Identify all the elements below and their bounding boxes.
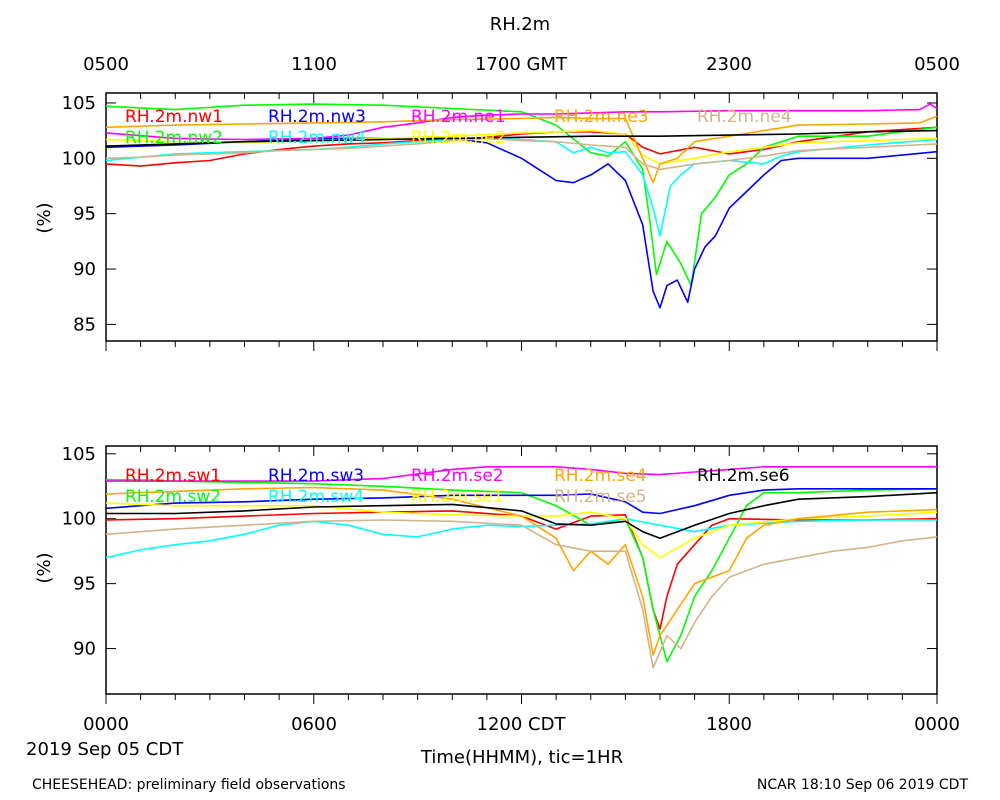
- top-axis-label-3: 2300: [706, 54, 752, 75]
- top-ytick-label-85: 85: [73, 314, 96, 335]
- x-axis-title: Time(HHMM), tic=1HR: [420, 747, 623, 768]
- bottom-ytick-label-100: 100: [62, 509, 96, 530]
- bottom-legend-RH-2m-sw1: RH.2m.sw1: [125, 466, 221, 486]
- bottom-series-line-RH.2m.sw3: [106, 488, 937, 515]
- top-axis-label-4: 0500: [914, 54, 960, 75]
- bottom-axis-label-2: 1200 CDT: [477, 714, 567, 735]
- bottom-legend-RH-2m-se2: RH.2m.se2: [411, 466, 504, 486]
- bottom-legend-RH-2m-sw2: RH.2m.sw2: [125, 487, 221, 507]
- bottom-ytick-label-95: 95: [73, 574, 96, 595]
- bottom-axis-label-0: 0000: [83, 714, 129, 735]
- top-ytick-label-105: 105: [62, 93, 96, 114]
- bottom-series-line-RH.2m.se2: [106, 466, 937, 482]
- top-legend-RH-2m-nw2: RH.2m.nw2: [125, 128, 223, 148]
- bottom-legend-RH-2m-sw3: RH.2m.sw3: [268, 466, 364, 486]
- top-ytick-label-90: 90: [73, 259, 96, 280]
- top-axis-label-0: 0500: [83, 54, 129, 75]
- top-series-line-RH.2m.ne3: [106, 115, 937, 184]
- top-series-line-RH.2m.ne1: [106, 103, 937, 141]
- bottom-ytick-label-90: 90: [73, 639, 96, 660]
- chart-title: RH.2m: [490, 14, 550, 35]
- bottom-legend-RH-2m-se6: RH.2m.se6: [697, 466, 790, 486]
- bottom-legend-RH-2m-se4: RH.2m.se4: [554, 466, 647, 486]
- top-legend-RH-2m-nw3: RH.2m.nw3: [268, 107, 366, 127]
- bottom-series-line-RH.2m.sw1: [106, 510, 937, 630]
- bottom-series-line-RH.2m.se1: [106, 502, 937, 559]
- bottom-series-line-RH.2m.se6: [106, 491, 937, 539]
- top-series-line-RH.2m.ne4: [106, 137, 937, 171]
- top-legend-RH-2m-ne3: RH.2m.ne3: [554, 107, 649, 127]
- top-series-line-RH.2m.nw3: [106, 137, 937, 309]
- top-series-line-RH.2m.nw1: [106, 126, 937, 167]
- top-ytick-label-100: 100: [62, 148, 96, 169]
- bottom-legend-RH-2m-se1: RH.2m.se1: [411, 487, 504, 507]
- top-legend-RH-2m-ne2: RH.2m.ne2: [411, 128, 506, 148]
- bottom-panel-ylabel: (%): [34, 552, 55, 583]
- bottom-axis-label-3: 1800: [706, 714, 752, 735]
- footer-left: CHEESEHEAD: preliminary field observatio…: [32, 777, 346, 793]
- bottom-series-line-RH.2m.se5: [106, 519, 937, 669]
- top-series-line-unlabeled-8: [106, 129, 937, 147]
- top-legend-RH-2m-ne4: RH.2m.ne4: [697, 107, 792, 127]
- top-legend-RH-2m-ne1: RH.2m.ne1: [411, 107, 506, 127]
- bottom-legend-RH-2m-sw4: RH.2m.sw4: [268, 487, 364, 507]
- bottom-plot-frame: [105, 445, 938, 695]
- top-ytick-label-95: 95: [73, 204, 96, 225]
- bottom-series-line-RH.2m.sw2: [106, 479, 937, 663]
- date-label: 2019 Sep 05 CDT: [26, 739, 184, 760]
- bottom-series-line-RH.2m.se4: [106, 486, 937, 656]
- footer-right: NCAR 18:10 Sep 06 2019 CDT: [757, 777, 969, 793]
- top-panel-ylabel: (%): [34, 202, 55, 233]
- top-axis-label-2: 1700 GMT: [475, 54, 568, 75]
- bottom-axis-label-4: 0000: [914, 714, 960, 735]
- top-legend-RH-2m-nw4: RH.2m.nw4: [268, 128, 366, 148]
- top-axis-label-1: 1100: [291, 54, 337, 75]
- bottom-legend-RH-2m-se5: RH.2m.se5: [554, 487, 647, 507]
- bottom-axis-label-1: 0600: [291, 714, 337, 735]
- bottom-ytick-label-105: 105: [62, 444, 96, 465]
- top-legend-RH-2m-nw1: RH.2m.nw1: [125, 107, 223, 127]
- top-plot-frame: [105, 92, 938, 342]
- bottom-series-line-RH.2m.sw4: [106, 517, 937, 559]
- top-series-line-RH.2m.nw2: [106, 103, 937, 287]
